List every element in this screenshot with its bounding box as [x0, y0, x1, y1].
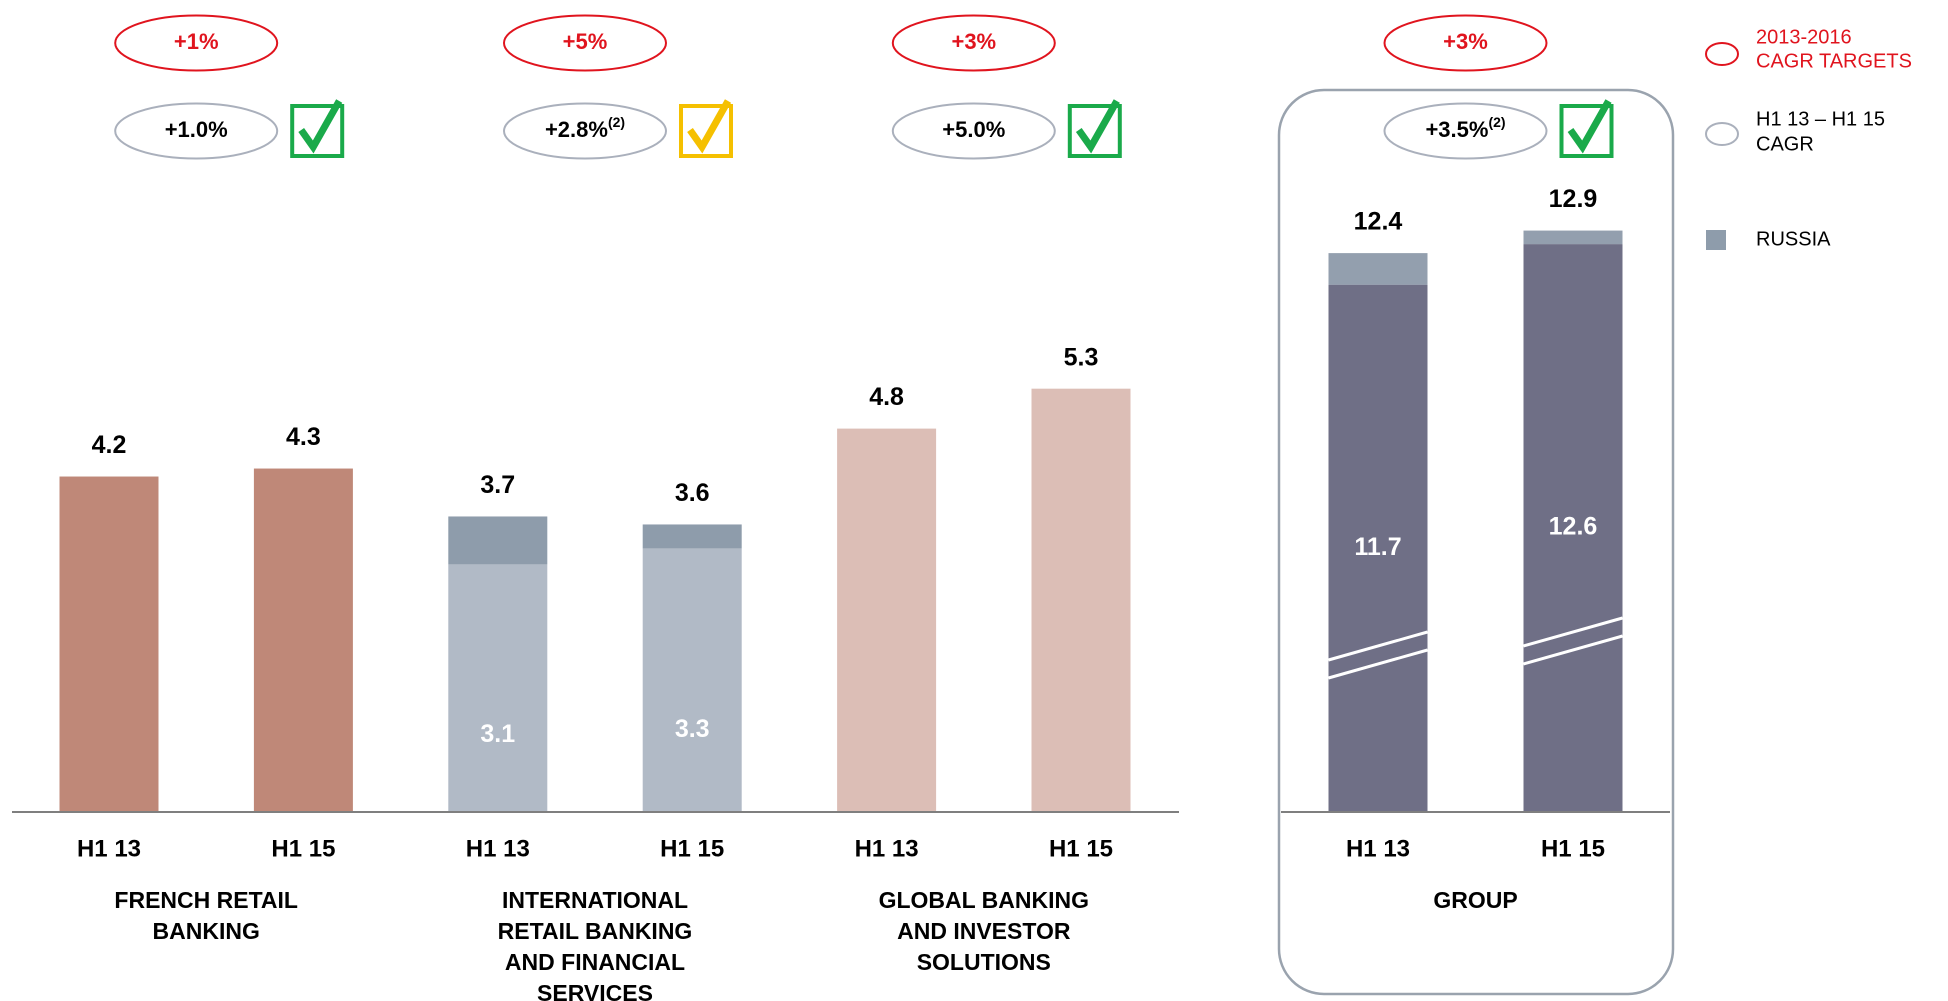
check-mark — [298, 99, 343, 154]
legend-label: 2013-2016 — [1756, 26, 1852, 48]
target-ellipse — [1383, 14, 1548, 72]
target-label: +3% — [1443, 29, 1488, 54]
cagr-value: +5.0% — [942, 117, 1005, 142]
legend-label: H1 13 – H1 15 — [1756, 108, 1885, 130]
bar-segment — [642, 524, 742, 549]
target-label: +1% — [174, 29, 219, 54]
legend-cagr-swatch — [1705, 122, 1739, 146]
group-label: RETAIL BANKING — [498, 918, 693, 944]
cagr-label: +2.8%(2) — [545, 114, 625, 142]
bar-total-label: 3.7 — [480, 471, 515, 499]
target-label: +3% — [951, 29, 996, 54]
x-tick-label: H1 15 — [1049, 835, 1113, 862]
group-label: SOLUTIONS — [917, 949, 1051, 975]
group-label: FRENCH RETAIL — [114, 887, 298, 913]
bar-segment — [448, 516, 548, 565]
target-ellipse — [891, 14, 1056, 72]
cagr-label: +5.0% — [942, 117, 1005, 142]
cagr-label: +3.5%(2) — [1425, 114, 1505, 142]
bar-segment — [1523, 230, 1623, 245]
cagr-ellipse — [503, 102, 667, 160]
cagr-ellipse — [1383, 102, 1548, 160]
check-mark — [1567, 99, 1612, 154]
x-tick-label: H1 15 — [660, 835, 724, 862]
x-tick-label: H1 13 — [1346, 835, 1410, 862]
bar-total-label: 4.2 — [92, 431, 127, 459]
x-tick-label: H1 13 — [77, 835, 141, 862]
legend-swatch — [1706, 230, 1726, 250]
group-label: SERVICES — [537, 980, 653, 1001]
group-label: INTERNATIONAL — [502, 887, 688, 913]
x-tick-label: H1 15 — [1541, 835, 1605, 862]
target-ellipse — [114, 14, 279, 72]
legend-label: CAGR TARGETS — [1756, 50, 1912, 72]
bar — [1523, 244, 1623, 813]
cagr-value: +1.0% — [165, 117, 228, 142]
group-label: AND FINANCIAL — [505, 949, 685, 975]
x-tick-label: H1 15 — [271, 835, 335, 862]
group-label: BANKING — [153, 918, 260, 944]
cagr-ellipse — [891, 102, 1056, 160]
check-box — [290, 104, 345, 158]
bar-total-label: 3.6 — [675, 479, 710, 507]
bar — [448, 564, 548, 812]
axis-break — [1523, 616, 1623, 648]
bar-total-label: 12.4 — [1354, 208, 1403, 236]
check-box — [1559, 104, 1614, 158]
target-ellipse — [503, 14, 667, 72]
bar-total-label: 4.3 — [286, 423, 321, 451]
check-mark — [687, 99, 732, 154]
group-label: GROUP — [1433, 887, 1517, 913]
bar-total-label: 5.3 — [1064, 343, 1099, 371]
axis-break — [1523, 634, 1623, 666]
bar — [59, 476, 159, 812]
bar-inner-label: 3.1 — [480, 720, 515, 748]
cagr-value: +3.5% — [1425, 117, 1488, 142]
cagr-value: +2.8% — [545, 117, 608, 142]
axis-break — [1328, 648, 1428, 680]
target-label: +5% — [563, 29, 608, 54]
x-tick-label: H1 13 — [466, 835, 530, 862]
bar — [1328, 284, 1428, 812]
bar-total-label: 12.9 — [1549, 185, 1598, 213]
axis-break — [1328, 630, 1428, 662]
bar-inner-label: 12.6 — [1549, 513, 1598, 541]
group-label: AND INVESTOR — [897, 918, 1071, 944]
check-box — [1067, 104, 1122, 158]
cagr-note: (2) — [608, 114, 625, 130]
legend-label: RUSSIA — [1756, 228, 1831, 250]
bar-total-label: 4.8 — [869, 383, 904, 411]
bar-segment — [1328, 253, 1428, 285]
group-panel-frame — [1277, 88, 1675, 996]
check-box — [679, 104, 733, 158]
legend-target-swatch — [1705, 42, 1739, 66]
bar — [837, 428, 937, 812]
x-tick-label: H1 13 — [855, 835, 919, 862]
check-mark — [1075, 99, 1120, 154]
legend-label: CAGR — [1756, 133, 1814, 155]
cagr-label: +1.0% — [165, 117, 228, 142]
bar-inner-label: 11.7 — [1354, 533, 1401, 561]
cagr-ellipse — [114, 102, 279, 160]
bar — [642, 548, 742, 812]
bar — [1031, 388, 1131, 812]
group-label: GLOBAL BANKING — [879, 887, 1089, 913]
bar-inner-label: 3.3 — [675, 715, 710, 743]
bar — [253, 468, 353, 812]
cagr-note: (2) — [1488, 114, 1505, 130]
